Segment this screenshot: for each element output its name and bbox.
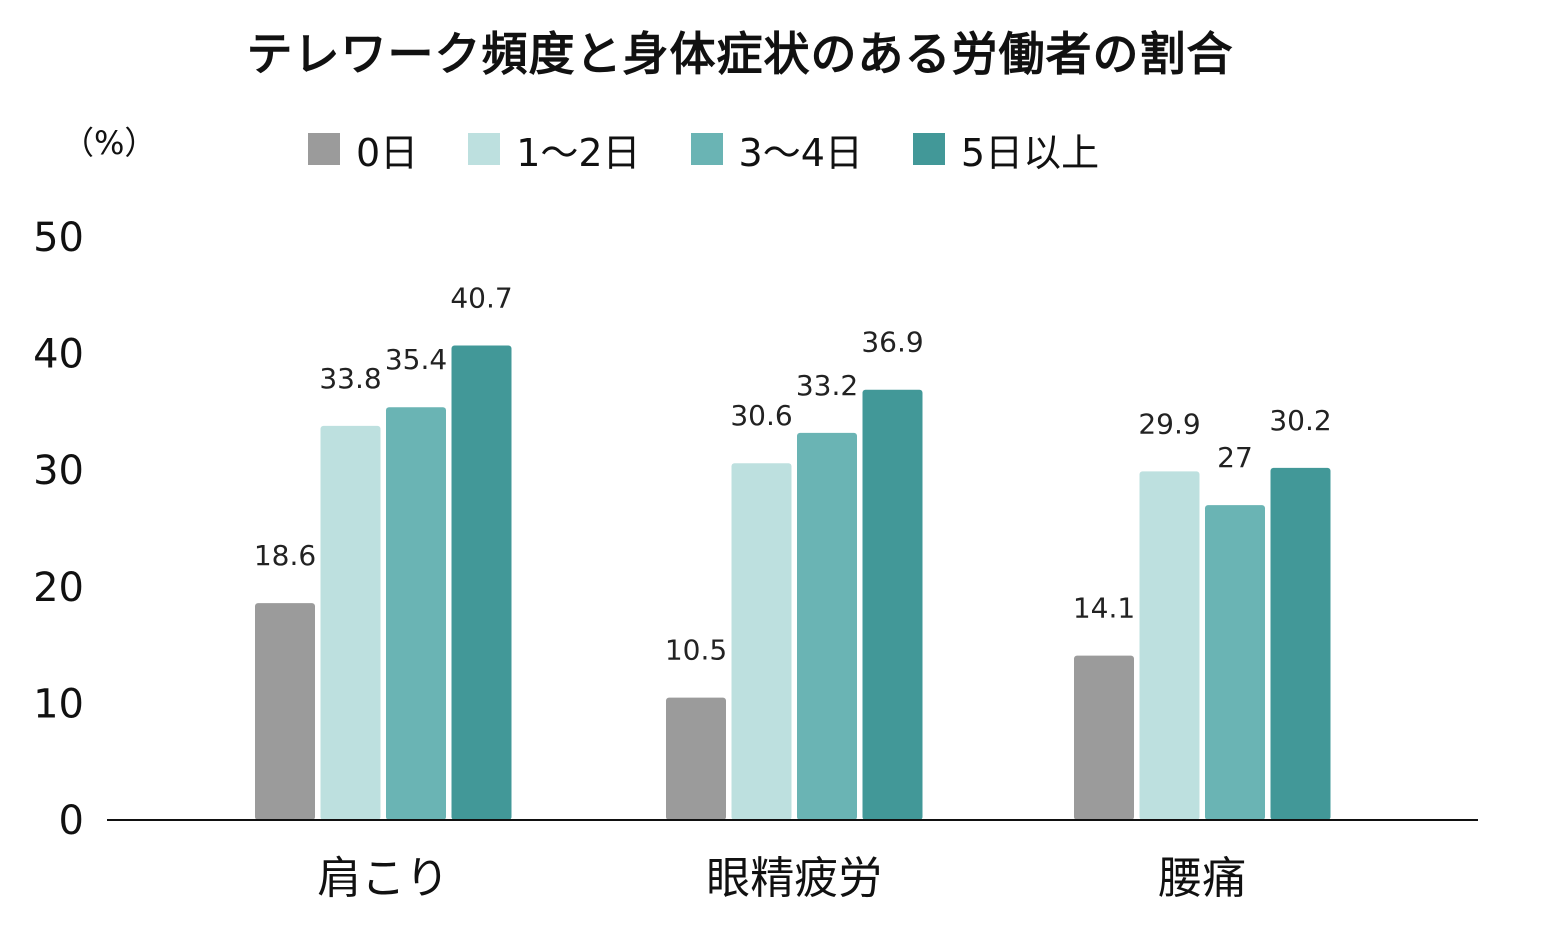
bar-s0-c0 — [255, 603, 315, 820]
value-label-s1-c1: 30.6 — [730, 399, 792, 432]
bar-s3-c1 — [862, 389, 923, 820]
bar-s0-c1 — [666, 697, 726, 820]
bar-s1-c0 — [320, 425, 381, 820]
category-label-0: 肩こり — [317, 853, 449, 904]
category-label-1: 眼精疲労 — [706, 853, 882, 904]
chart-title: テレワーク頻度と身体症状のある労働者の割合 — [246, 27, 1234, 81]
value-label-s2-c0: 35.4 — [385, 343, 447, 376]
value-label-s2-c2: 27 — [1217, 441, 1253, 474]
value-label-s1-c2: 29.9 — [1138, 407, 1200, 440]
value-label-s2-c1: 33.2 — [796, 369, 858, 402]
y-axis-unit-label: （%） — [62, 124, 157, 162]
legend-label-2: 3〜4日 — [738, 130, 863, 175]
legend-label-0: 0日 — [356, 130, 419, 175]
bar-s3-c0 — [451, 345, 512, 820]
value-label-s3-c1: 36.9 — [861, 326, 923, 359]
value-label-s3-c2: 30.2 — [1269, 404, 1331, 437]
y-tick-label-2: 20 — [33, 565, 84, 611]
value-label-s0-c1: 10.5 — [665, 634, 727, 667]
legend-swatch-3 — [912, 133, 945, 165]
value-label-s0-c2: 14.1 — [1073, 592, 1135, 625]
category-label-2: 腰痛 — [1158, 853, 1246, 904]
value-label-s0-c0: 18.6 — [254, 539, 316, 572]
legend-item-0: 0日 — [308, 122, 418, 177]
y-tick-label-1: 10 — [33, 681, 84, 727]
bar-s1-c1 — [731, 463, 792, 820]
value-label-s1-c0: 33.8 — [319, 362, 381, 395]
y-tick-label-0: 0 — [59, 798, 84, 844]
legend-swatch-1 — [468, 133, 501, 165]
bar-s3-c2 — [1270, 467, 1331, 820]
legend-item-2: 3〜4日 — [690, 122, 863, 177]
y-tick-label-4: 40 — [33, 332, 84, 378]
value-label-s3-c0: 40.7 — [450, 281, 512, 314]
legend: 0日 1〜2日 3〜4日 5日以上 — [308, 122, 1149, 177]
legend-label-1: 1〜2日 — [516, 130, 641, 175]
bar-s1-c2 — [1139, 471, 1200, 820]
legend-label-3: 5日以上 — [960, 130, 1100, 175]
legend-swatch-2 — [690, 133, 723, 165]
y-tick-label-3: 30 — [33, 448, 84, 494]
bar-s2-c0 — [386, 407, 446, 820]
legend-item-1: 1〜2日 — [468, 122, 641, 177]
bar-s0-c2 — [1074, 655, 1134, 820]
bar-s2-c1 — [797, 432, 857, 820]
legend-item-3: 5日以上 — [912, 122, 1100, 177]
legend-swatch-0 — [308, 133, 340, 165]
y-tick-label-5: 50 — [33, 215, 84, 261]
bar-s2-c2 — [1205, 505, 1265, 820]
